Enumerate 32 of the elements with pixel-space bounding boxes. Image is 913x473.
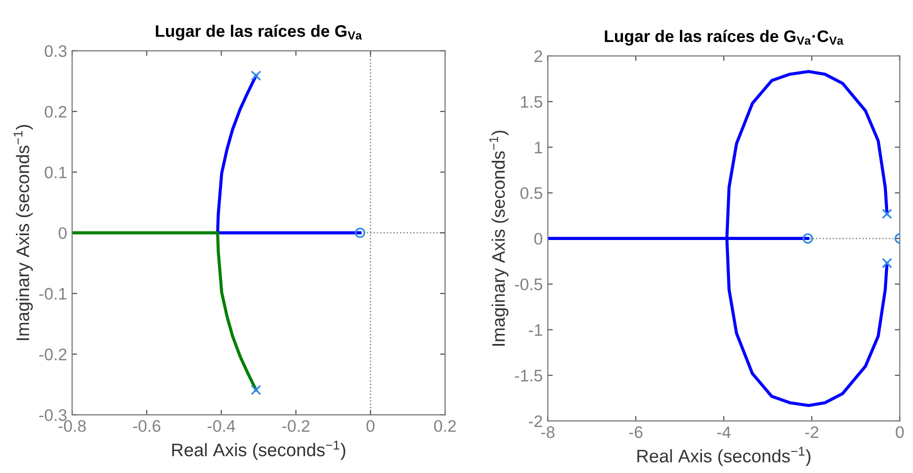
y-tick-label: 0 [58,227,67,240]
x-tick-label: -0.6 [133,420,160,432]
y-tick-label: -0.3 [39,409,67,422]
y-tick-label: 0.5 [520,187,542,200]
x-tick-label: 0 [366,420,374,432]
x-tick-label: -2 [805,426,818,438]
y-tick-label: -1 [528,324,542,336]
x-tick-label: -0.2 [282,420,310,432]
x-axis-title: Real Axis (seconds$^{−1}$) [637,446,810,466]
x-axis-title: Real Axis (seconds$^{−1}$) [172,440,346,460]
chart-title: Lugar de las raíces de G$_{Va}$·C$_{Va}$ [604,30,844,46]
y-axis-title: Imaginary Axis (seconds$^{−1}$) [14,125,33,340]
x-tick-label: -6 [629,426,642,438]
y-tick-label: -0.5 [514,278,542,290]
x-tick-label: -4 [717,426,731,438]
y-tick-label: 1.5 [521,96,542,108]
y-tick-label: 0.2 [44,106,66,118]
y-tick-label: -1.5 [514,370,542,382]
x-tick-label: -0.8 [58,420,86,432]
y-tick-label: 0.3 [44,45,67,58]
y-axis-title: Imaginary Axis (seconds$^{−1}$) [489,130,508,346]
chart-title: Lugar de las raíces de G$_{Va}$ [156,24,362,40]
x-tick-label: -0.4 [208,420,236,432]
x-tick-label: 0.2 [434,420,456,432]
y-tick-label: 2 [534,50,542,62]
x-tick-label: 0 [896,426,904,438]
y-tick-label: -0.2 [39,348,66,360]
y-tick-label: 1 [534,142,542,154]
x-tick-label: -8 [541,426,554,438]
y-tick-label: 0 [534,232,542,245]
y-tick-label: -0.1 [39,288,66,300]
y-tick-label: 0.1 [44,166,66,178]
